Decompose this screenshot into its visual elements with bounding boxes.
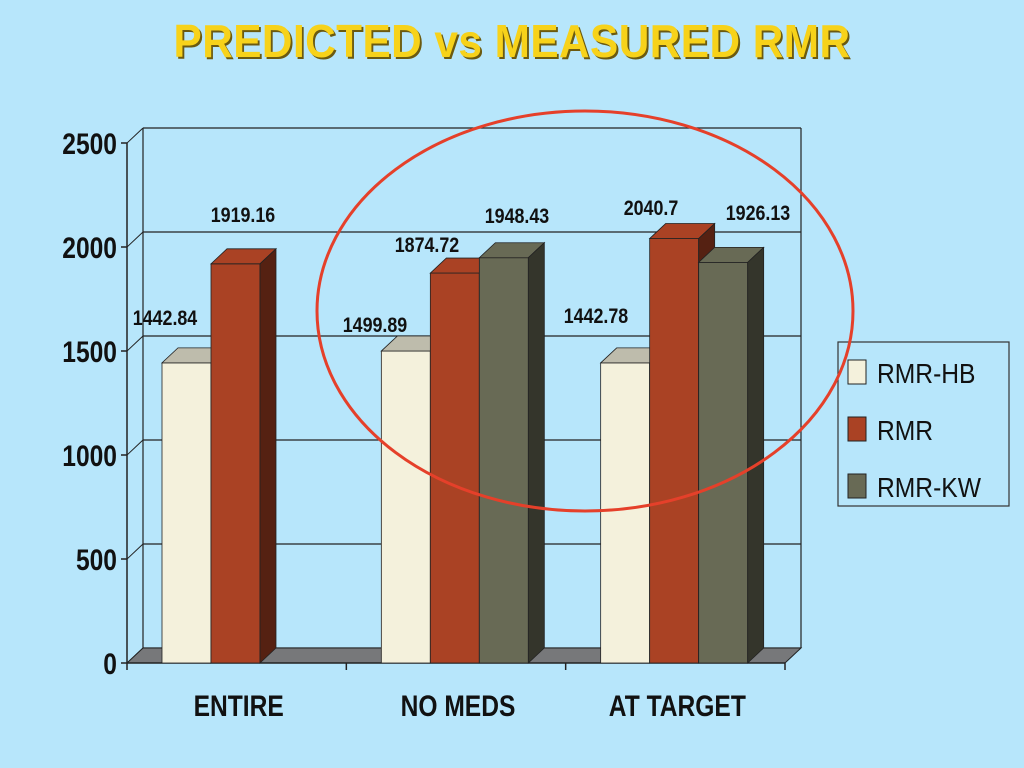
data-label: 1926.13 <box>726 202 791 226</box>
bar-side <box>259 247 277 664</box>
chart-legend: RMR-HB RMR RMR-KW <box>837 341 1010 507</box>
legend-label: RMR-KW <box>877 472 981 504</box>
gridline-side <box>126 439 144 456</box>
legend-swatch <box>847 473 867 499</box>
bar-side <box>527 241 545 664</box>
data-label: 1499.89 <box>343 314 408 338</box>
gridline-side <box>126 335 144 352</box>
y-tick-label: 0 <box>103 647 117 681</box>
data-label: 1874.72 <box>395 234 460 258</box>
data-label: 2040.7 <box>624 197 679 221</box>
gridline-side <box>126 231 144 248</box>
bar-front <box>698 261 749 664</box>
highlight-ellipse <box>315 109 855 513</box>
data-label: 1442.84 <box>133 307 198 331</box>
bar-front <box>429 272 480 664</box>
bar-front <box>649 238 700 664</box>
chart-annotation <box>315 109 855 513</box>
chart-data-labels: 1442.84 1499.89 1442.78 1919.16 1874.72 2040.… <box>133 197 791 338</box>
x-tick-label: NO MEDS <box>401 689 516 723</box>
legend-swatch <box>847 359 867 385</box>
y-tick-label: 1000 <box>62 439 117 473</box>
bar-front <box>380 350 431 664</box>
chart-axes: 0 500 1000 1500 2000 2500 ENTIRE NO MEDS AT TARG… <box>62 127 786 723</box>
y-tick-label: 500 <box>76 543 117 577</box>
x-tick-label: ENTIRE <box>194 689 284 723</box>
bar-front <box>210 263 261 664</box>
gridline-side <box>126 543 144 560</box>
slide-title: PREDICTED vs MEASURED RMR <box>173 15 851 67</box>
x-tick-label: AT TARGET <box>609 689 746 723</box>
bar-side <box>747 246 765 664</box>
legend-box <box>837 341 1010 507</box>
bar-front <box>600 362 651 664</box>
data-label: 1442.78 <box>564 305 629 329</box>
data-label: 1948.43 <box>485 205 550 229</box>
bar-front <box>161 362 212 664</box>
y-tick-label: 2000 <box>62 231 117 265</box>
legend-swatch <box>847 416 867 442</box>
legend-label: RMR-HB <box>877 358 976 390</box>
bar-front <box>478 257 529 664</box>
gridline-side <box>126 127 144 144</box>
y-tick-label: 2500 <box>62 127 117 161</box>
data-label: 1919.16 <box>211 204 276 228</box>
chart-bars <box>160 222 765 664</box>
y-tick-label: 1500 <box>62 335 117 369</box>
legend-label: RMR <box>877 415 933 447</box>
